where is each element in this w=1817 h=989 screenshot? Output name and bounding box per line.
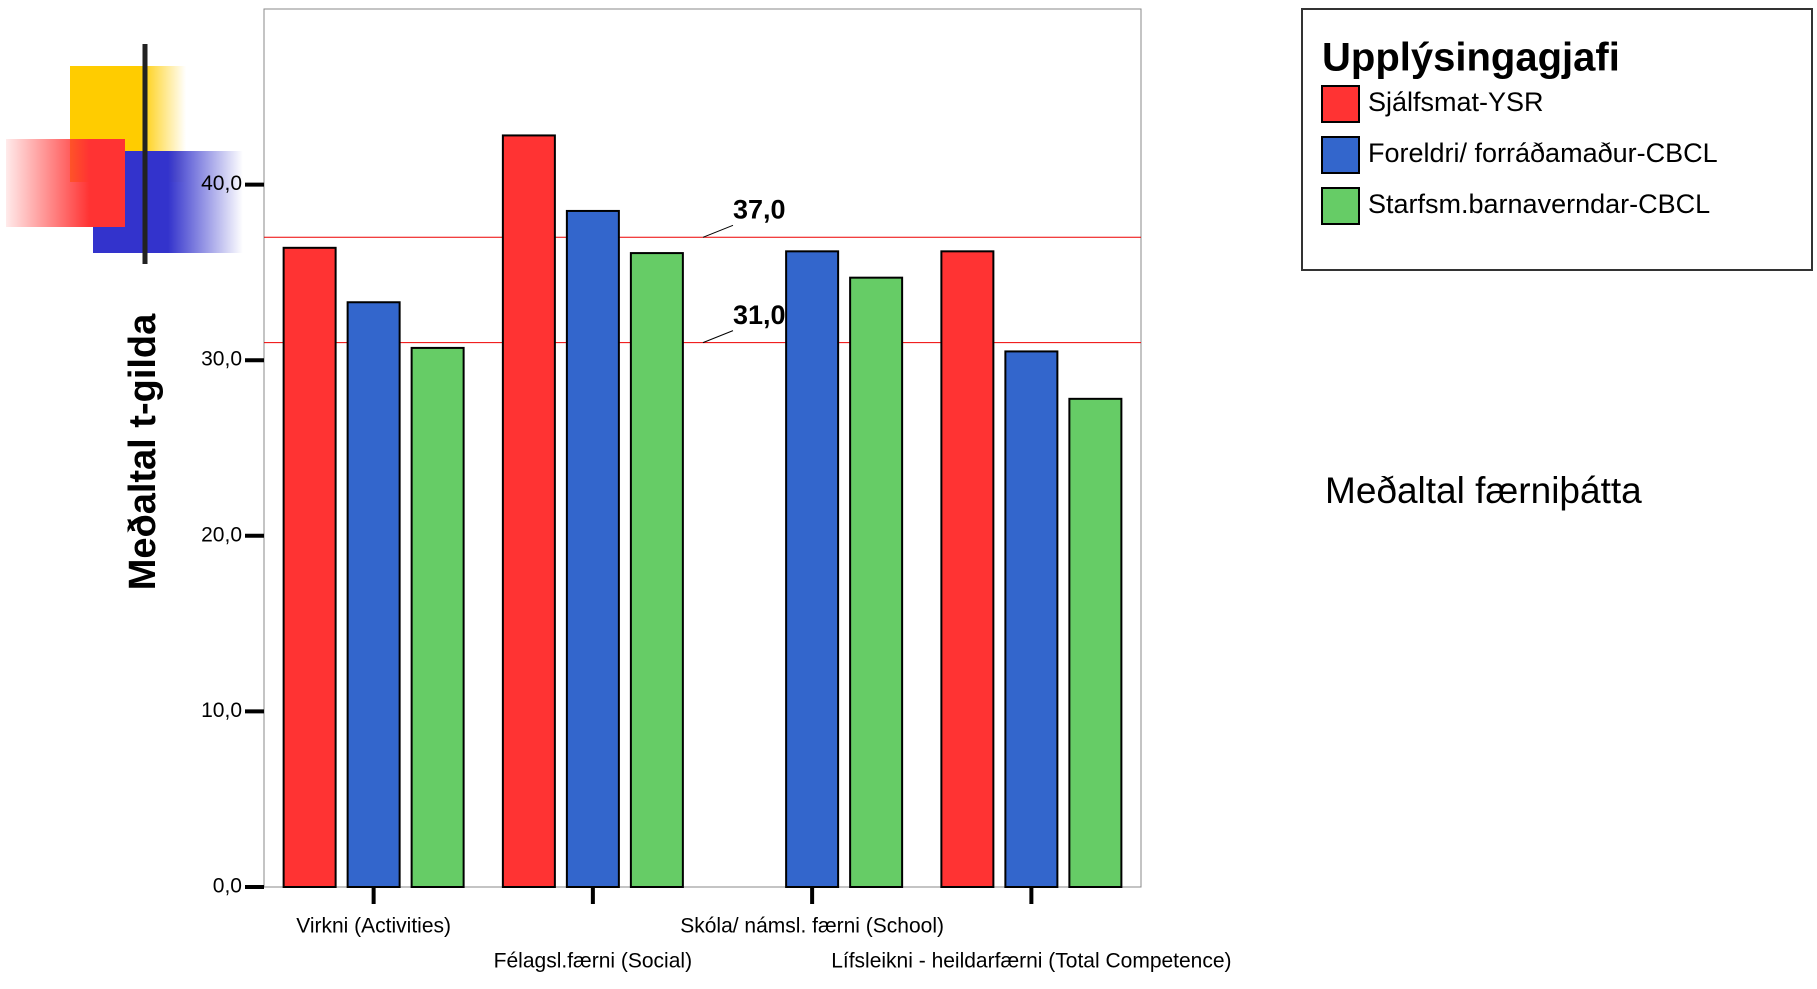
y-tick-label: 20,0 [201, 523, 242, 546]
y-tick-label: 40,0 [201, 172, 242, 195]
leader-line [702, 330, 734, 344]
bar [410, 346, 465, 888]
decoration [6, 44, 1322, 264]
bar [940, 250, 995, 888]
legend-swatch [1321, 136, 1360, 174]
x-tick-label: Virkni (Activities) [296, 915, 451, 938]
x-tick-label: Skóla/ námsl. færni (School) [680, 915, 944, 938]
bar [849, 276, 904, 888]
bar [1068, 397, 1123, 888]
y-tick-label: 10,0 [201, 699, 242, 722]
side-text: Meðaltal færniþátta [1325, 470, 1642, 511]
plot-frame [263, 8, 1142, 888]
bar [282, 246, 337, 889]
bar [565, 209, 620, 888]
x-tick-label: Félagsl.færni (Social) [494, 950, 692, 973]
reference-label: 31,0 [733, 300, 786, 330]
legend-swatch [1321, 187, 1360, 225]
leader-line [702, 224, 734, 238]
legend-label: Sjálfsmat-YSR [1368, 87, 1544, 117]
bar [346, 301, 401, 888]
bar [501, 134, 556, 888]
bar [785, 250, 840, 888]
legend-label: Foreldri/ forráðamaður-CBCL [1368, 138, 1718, 168]
bar [629, 252, 684, 889]
y-tick-label: 0,0 [213, 875, 242, 898]
reference-label: 37,0 [733, 194, 786, 224]
legend-swatch [1321, 85, 1360, 123]
legend-label: Starfsm.barnaverndar-CBCL [1368, 189, 1710, 219]
bar [1004, 350, 1059, 889]
legend-title: Upplýsingagjafi [1322, 36, 1620, 80]
y-tick-label: 30,0 [201, 348, 242, 371]
legend-frame [1301, 8, 1813, 271]
x-tick-label: Lífsleikni - heildarfærni (Total Compete… [831, 950, 1231, 973]
y-axis-title: Meðaltal t-gilda [122, 313, 164, 590]
